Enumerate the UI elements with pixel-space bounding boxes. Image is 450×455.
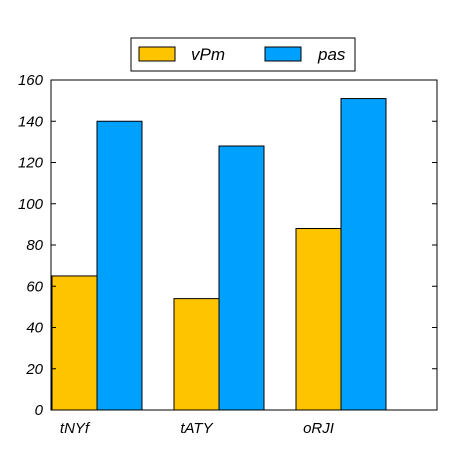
x-tick-label: oRJI xyxy=(303,420,334,437)
legend-label-pas: pas xyxy=(317,45,346,64)
y-tick-label: 40 xyxy=(26,320,43,337)
y-tick-label: 0 xyxy=(35,402,44,419)
legend-box xyxy=(130,37,356,72)
bar-vPm-tATY xyxy=(173,298,220,411)
bar-vPm-oRJI xyxy=(295,228,342,411)
y-tick-label: 140 xyxy=(18,113,44,130)
legend-swatch-pas xyxy=(264,46,302,62)
bar-pas-tATY xyxy=(218,145,265,411)
x-tick-label: tNYf xyxy=(60,420,91,437)
y-tick-label: 60 xyxy=(26,278,43,295)
legend-label-vPm: vPm xyxy=(191,45,225,64)
bar-pas-tNYf xyxy=(96,120,143,411)
y-tick-label: 160 xyxy=(18,72,44,89)
y-tick-label: 100 xyxy=(18,196,44,213)
y-tick-label: 20 xyxy=(25,361,43,378)
bar-pas-oRJI xyxy=(340,98,387,411)
legend: vPm pas xyxy=(130,37,356,72)
bar-vPm-tNYf xyxy=(51,275,98,411)
y-tick-label: 120 xyxy=(18,155,44,172)
y-tick-label: 80 xyxy=(26,237,43,254)
legend-swatch-vPm xyxy=(138,46,176,62)
x-axis-labels: tNYf tATY oRJI xyxy=(60,405,342,437)
y-axis-ticks: 0 20 40 60 80 100 120 140 160 xyxy=(18,72,437,419)
x-tick-label: tATY xyxy=(180,420,213,437)
bars-group xyxy=(51,98,387,411)
